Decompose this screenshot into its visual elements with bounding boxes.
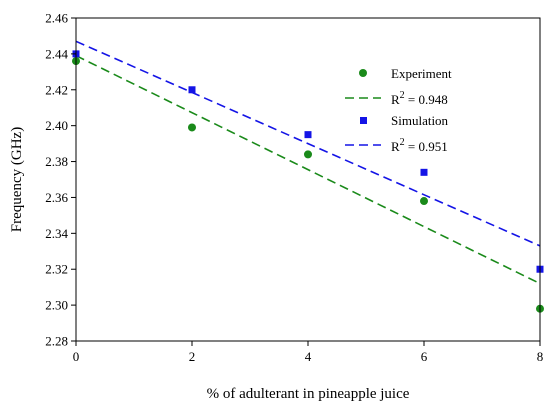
legend-simulation-label: Simulation [391, 113, 449, 128]
y-tick-label: 2.30 [45, 298, 68, 313]
x-tick-label: 4 [305, 349, 312, 364]
y-tick-label: 2.38 [45, 154, 68, 169]
plot-frame [75, 17, 541, 342]
point-simulation [188, 86, 196, 94]
legend-simulation-marker [360, 117, 367, 124]
legend-experiment-marker [359, 69, 367, 77]
fit-line-experiment [75, 54, 541, 285]
data-points [72, 50, 544, 313]
legend-experiment-r2-symbol: R [391, 92, 400, 107]
point-experiment [188, 123, 196, 132]
y-tick-label: 2.46 [45, 11, 68, 26]
point-simulation [304, 131, 312, 139]
legend-item-simulation: Simulation [360, 113, 449, 128]
x-tick-label: 8 [537, 349, 544, 364]
x-axis-ticks: 0 2 4 6 8 [73, 341, 544, 364]
y-axis-ticks: 2.28 2.30 2.32 2.34 2.36 2.38 2.40 2.42 2.44 2.46 [45, 11, 76, 349]
point-experiment [304, 150, 312, 159]
x-tick-label: 2 [189, 349, 196, 364]
y-tick-label: 2.36 [45, 190, 68, 205]
legend-experiment-r2: R2 = 0.948 [391, 90, 448, 107]
x-tick-label: 6 [421, 349, 428, 364]
legend-item-experiment-fit: R2 = 0.948 [345, 90, 448, 107]
y-tick-label: 2.42 [45, 82, 68, 97]
point-experiment [420, 197, 428, 206]
legend-simulation-r2-sup: 2 [400, 137, 405, 148]
y-tick-label: 2.32 [45, 262, 68, 277]
fit-lines [75, 40, 541, 285]
x-axis-title: % of adulterant in pineapple juice [207, 386, 410, 402]
point-simulation [420, 168, 428, 176]
legend: Experiment R2 = 0.948 Simulation R2 = 0.… [345, 66, 452, 154]
y-tick-label: 2.34 [45, 226, 68, 241]
legend-simulation-r2-symbol: R [391, 139, 400, 154]
legend-simulation-r2: R2 = 0.951 [391, 137, 448, 154]
legend-simulation-r2-value: = 0.951 [405, 139, 448, 154]
y-tick-label: 2.44 [45, 46, 68, 61]
y-tick-label: 2.40 [45, 118, 68, 133]
fit-line-simulation [75, 40, 541, 247]
legend-item-experiment: Experiment [359, 66, 452, 81]
x-tick-label: 0 [73, 349, 80, 364]
y-axis-title: Frequency (GHz) [9, 127, 25, 232]
legend-experiment-r2-sup: 2 [400, 90, 405, 101]
legend-experiment-r2-value: = 0.948 [405, 92, 448, 107]
legend-experiment-label: Experiment [391, 66, 452, 81]
y-tick-label: 2.28 [45, 334, 68, 349]
legend-item-simulation-fit: R2 = 0.951 [345, 137, 448, 154]
